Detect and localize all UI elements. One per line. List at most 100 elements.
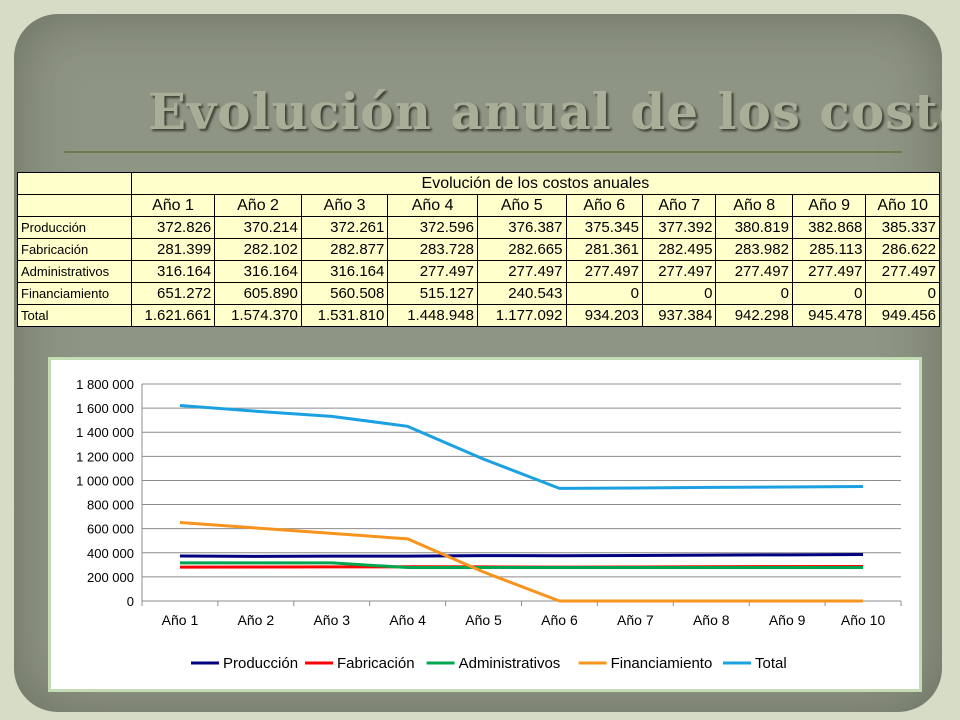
y-tick-label: 200 000 bbox=[87, 570, 134, 585]
table-row: Financiamiento 651.272 605.890 560.508 515.1… bbox=[17, 282, 940, 305]
table-cell: 651.272 bbox=[130, 282, 216, 305]
table-cell: 286.622 bbox=[865, 238, 940, 261]
table-header-empty bbox=[17, 194, 132, 217]
table-cell: 1.177.092 bbox=[476, 304, 567, 327]
column-header: Año 5 bbox=[476, 194, 567, 217]
y-tick-label: 400 000 bbox=[87, 546, 134, 561]
table-cell: 372.826 bbox=[130, 216, 216, 239]
table-cell: 515.127 bbox=[387, 282, 478, 305]
x-tick-label: Año 8 bbox=[693, 612, 730, 628]
series-line bbox=[179, 520, 864, 603]
series-line bbox=[179, 561, 864, 570]
table-cell: 283.728 bbox=[387, 238, 478, 261]
costs-table: Evolución de los costos anuales Año 1 Año … bbox=[17, 172, 941, 327]
table-row: Administrativos 316.164 316.164 316.164 277.… bbox=[17, 260, 940, 283]
table-cell: 285.113 bbox=[791, 238, 867, 261]
table-cell: 0 bbox=[865, 282, 940, 305]
costs-chart: 0 200 000 400 000 600 000 800 000 1 000 000 1 … bbox=[48, 357, 922, 692]
column-header: Año 10 bbox=[865, 194, 940, 217]
title-divider bbox=[64, 151, 902, 153]
table-cell: 281.399 bbox=[130, 238, 216, 261]
table-cell: 560.508 bbox=[300, 282, 389, 305]
row-label: Administrativos bbox=[17, 260, 132, 283]
column-header: Año 2 bbox=[214, 194, 302, 217]
table-cell: 377.392 bbox=[641, 216, 717, 239]
table-cell: 277.497 bbox=[865, 260, 940, 283]
table-cell: 1.531.810 bbox=[300, 304, 389, 327]
series-line bbox=[179, 404, 864, 490]
y-tick-label: 0 bbox=[127, 594, 134, 609]
table-header-row: Año 1 Año 2 Año 3 Año 4 Año 5 Año 6 Año 7 Año 8… bbox=[17, 194, 940, 217]
legend-label: Producción bbox=[223, 655, 298, 672]
table-cell: 376.387 bbox=[476, 216, 567, 239]
x-tick-label: Año 9 bbox=[769, 612, 806, 628]
row-label: Producción bbox=[17, 216, 132, 239]
table-cell: 277.497 bbox=[387, 260, 478, 283]
table-cell: 937.384 bbox=[641, 304, 717, 327]
table-cell: 942.298 bbox=[715, 304, 793, 327]
table-cell: 0 bbox=[641, 282, 717, 305]
y-tick-label: 1 400 000 bbox=[76, 425, 134, 440]
table-cell: 316.164 bbox=[130, 260, 216, 283]
table-cell: 282.877 bbox=[300, 238, 389, 261]
x-tick-label: Año 10 bbox=[841, 612, 886, 628]
table-cell: 1.574.370 bbox=[214, 304, 302, 327]
x-tick-label: Año 3 bbox=[313, 612, 350, 628]
y-tick-label: 1 600 000 bbox=[76, 401, 134, 416]
column-header: Año 1 bbox=[130, 194, 216, 217]
table-cell: 282.665 bbox=[476, 238, 567, 261]
x-tick-label: Año 2 bbox=[238, 612, 275, 628]
legend-label: Administrativos bbox=[459, 655, 561, 672]
table-cell: 375.345 bbox=[565, 216, 643, 239]
table-cell: 372.261 bbox=[300, 216, 389, 239]
y-tick-label: 1 800 000 bbox=[76, 377, 134, 392]
y-tick-label: 1 000 000 bbox=[76, 473, 134, 488]
table-cell: 0 bbox=[791, 282, 867, 305]
y-tick-label: 800 000 bbox=[87, 498, 134, 513]
table-cell: 283.982 bbox=[715, 238, 793, 261]
table-cell: 316.164 bbox=[300, 260, 389, 283]
table-cell: 282.495 bbox=[641, 238, 717, 261]
table-cell: 0 bbox=[565, 282, 643, 305]
table-cell: 277.497 bbox=[476, 260, 567, 283]
line-chart: 0 200 000 400 000 600 000 800 000 1 000 000 1 … bbox=[76, 377, 902, 672]
table-cell: 277.497 bbox=[715, 260, 793, 283]
legend-label: Financiamiento bbox=[611, 655, 713, 672]
table-cell: 277.497 bbox=[565, 260, 643, 283]
table-cell: 949.456 bbox=[865, 304, 940, 327]
table-cell: 277.497 bbox=[791, 260, 867, 283]
table-cell: 240.543 bbox=[476, 282, 567, 305]
table-title: Evolución de los costos anuales bbox=[130, 172, 941, 195]
x-tick-label: Año 4 bbox=[389, 612, 426, 628]
row-label: Total bbox=[17, 304, 132, 327]
column-header: Año 4 bbox=[387, 194, 478, 217]
series-line bbox=[179, 553, 864, 558]
table-cell: 281.361 bbox=[565, 238, 643, 261]
table-cell: 0 bbox=[715, 282, 793, 305]
y-tick-label: 1 200 000 bbox=[76, 449, 134, 464]
x-tick-label: Año 6 bbox=[541, 612, 578, 628]
table-row: Producción 372.826 370.214 372.261 372.596 37… bbox=[17, 216, 940, 239]
table-row: Total 1.621.661 1.574.370 1.531.810 1.448.94… bbox=[17, 304, 940, 327]
table-cell: 277.497 bbox=[641, 260, 717, 283]
row-label: Fabricación bbox=[17, 238, 132, 261]
table-cell: 945.478 bbox=[791, 304, 867, 327]
table-cell: 316.164 bbox=[214, 260, 302, 283]
column-header: Año 9 bbox=[791, 194, 867, 217]
slide: Evolución anual de los costos Evolución … bbox=[14, 14, 942, 712]
legend-label: Total bbox=[755, 655, 787, 672]
table-cell: 605.890 bbox=[214, 282, 302, 305]
table-cell: 380.819 bbox=[715, 216, 793, 239]
table-row: Fabricación 281.399 282.102 282.877 283.728 2… bbox=[17, 238, 940, 261]
table-cell: 934.203 bbox=[565, 304, 643, 327]
table-title-row: Evolución de los costos anuales bbox=[17, 172, 941, 195]
column-header: Año 3 bbox=[300, 194, 389, 217]
table-cell: 372.596 bbox=[387, 216, 478, 239]
x-tick-label: Año 5 bbox=[465, 612, 502, 628]
column-header: Año 6 bbox=[565, 194, 643, 217]
table-corner-cell bbox=[17, 172, 132, 195]
x-tick-label: Año 7 bbox=[617, 612, 654, 628]
table-cell: 370.214 bbox=[214, 216, 302, 239]
x-tick-label: Año 1 bbox=[162, 612, 199, 628]
column-header: Año 7 bbox=[641, 194, 717, 217]
